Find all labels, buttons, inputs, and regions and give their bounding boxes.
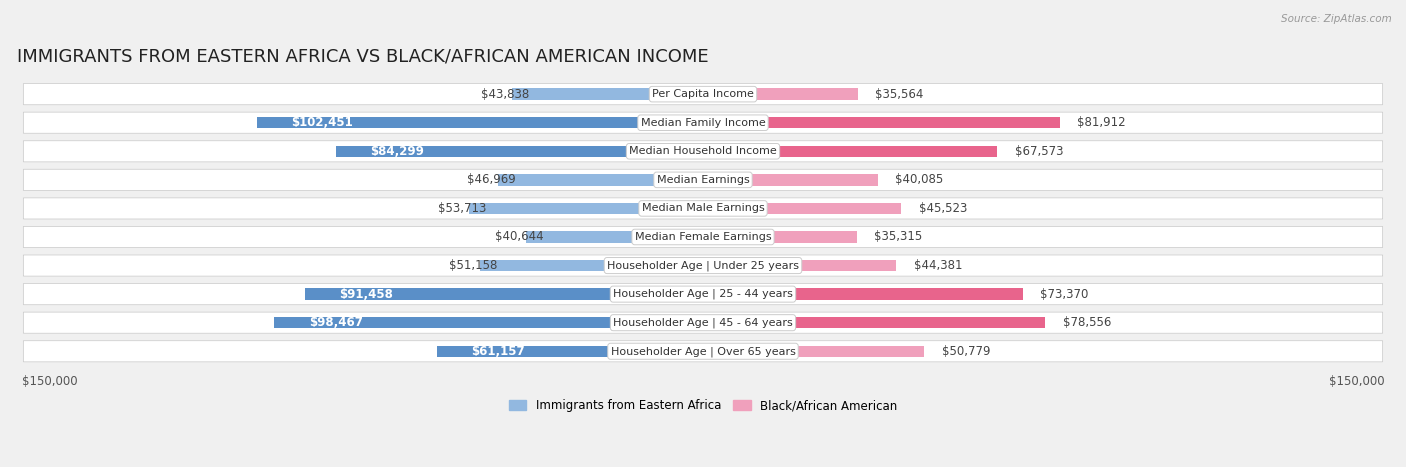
Text: Median Female Earnings: Median Female Earnings <box>634 232 772 242</box>
Text: Source: ZipAtlas.com: Source: ZipAtlas.com <box>1281 14 1392 24</box>
Bar <box>703 317 1045 328</box>
FancyBboxPatch shape <box>24 169 1382 191</box>
FancyBboxPatch shape <box>24 255 1382 276</box>
Text: $84,299: $84,299 <box>371 145 425 158</box>
FancyBboxPatch shape <box>24 341 1382 362</box>
Text: $43,838: $43,838 <box>481 88 530 101</box>
Text: Householder Age | 45 - 64 years: Householder Age | 45 - 64 years <box>613 318 793 328</box>
Bar <box>703 88 858 100</box>
Text: $81,912: $81,912 <box>1077 116 1126 129</box>
Bar <box>526 231 703 243</box>
Text: $67,573: $67,573 <box>1015 145 1063 158</box>
Bar <box>703 174 877 185</box>
FancyBboxPatch shape <box>24 283 1382 304</box>
Bar <box>336 146 703 157</box>
Text: $51,158: $51,158 <box>449 259 498 272</box>
Bar <box>703 146 997 157</box>
Text: Householder Age | Over 65 years: Householder Age | Over 65 years <box>610 346 796 356</box>
Legend: Immigrants from Eastern Africa, Black/African American: Immigrants from Eastern Africa, Black/Af… <box>503 395 903 417</box>
FancyBboxPatch shape <box>24 141 1382 162</box>
Bar <box>703 231 856 243</box>
Text: $35,564: $35,564 <box>876 88 924 101</box>
Bar <box>257 117 703 128</box>
Text: $40,644: $40,644 <box>495 231 543 243</box>
Text: $53,713: $53,713 <box>439 202 486 215</box>
Bar <box>479 260 703 271</box>
FancyBboxPatch shape <box>24 84 1382 105</box>
Text: Householder Age | Under 25 years: Householder Age | Under 25 years <box>607 260 799 271</box>
Text: Householder Age | 25 - 44 years: Householder Age | 25 - 44 years <box>613 289 793 299</box>
Text: $61,157: $61,157 <box>471 345 524 358</box>
Text: Median Male Earnings: Median Male Earnings <box>641 204 765 213</box>
Text: Per Capita Income: Per Capita Income <box>652 89 754 99</box>
Text: $40,085: $40,085 <box>896 173 943 186</box>
Text: Median Family Income: Median Family Income <box>641 118 765 127</box>
Text: $44,381: $44,381 <box>914 259 962 272</box>
Text: Median Earnings: Median Earnings <box>657 175 749 185</box>
Text: Median Household Income: Median Household Income <box>628 146 778 156</box>
Text: IMMIGRANTS FROM EASTERN AFRICA VS BLACK/AFRICAN AMERICAN INCOME: IMMIGRANTS FROM EASTERN AFRICA VS BLACK/… <box>17 48 709 66</box>
Bar <box>703 289 1022 300</box>
Bar <box>470 203 703 214</box>
Bar <box>703 117 1060 128</box>
FancyBboxPatch shape <box>24 312 1382 333</box>
Text: $50,779: $50,779 <box>942 345 990 358</box>
Text: $45,523: $45,523 <box>918 202 967 215</box>
Text: $91,458: $91,458 <box>339 288 394 301</box>
Text: $73,370: $73,370 <box>1040 288 1088 301</box>
FancyBboxPatch shape <box>24 198 1382 219</box>
Text: $35,315: $35,315 <box>875 231 922 243</box>
Bar <box>437 346 703 357</box>
Bar <box>703 346 924 357</box>
Text: $102,451: $102,451 <box>291 116 353 129</box>
Bar <box>305 289 703 300</box>
Text: $78,556: $78,556 <box>1063 316 1111 329</box>
Text: $46,969: $46,969 <box>467 173 516 186</box>
Bar <box>274 317 703 328</box>
FancyBboxPatch shape <box>24 112 1382 133</box>
Bar <box>703 203 901 214</box>
Text: $98,467: $98,467 <box>309 316 363 329</box>
FancyBboxPatch shape <box>24 226 1382 248</box>
Bar <box>512 88 703 100</box>
Bar <box>703 260 897 271</box>
Bar <box>498 174 703 185</box>
